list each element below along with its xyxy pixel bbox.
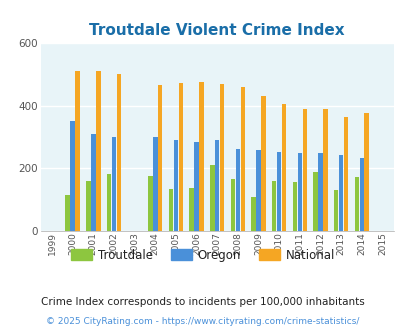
Bar	[173, 140, 178, 231]
Legend: Troutdale, Oregon, National: Troutdale, Oregon, National	[66, 244, 339, 266]
Bar	[338, 155, 343, 231]
Bar	[158, 85, 162, 231]
Bar	[168, 189, 173, 231]
Bar	[333, 190, 338, 231]
Bar	[359, 158, 363, 231]
Bar	[107, 174, 111, 231]
Title: Troutdale Violent Crime Index: Troutdale Violent Crime Index	[89, 22, 344, 38]
Bar	[209, 165, 214, 231]
Bar	[86, 181, 90, 231]
Bar	[75, 71, 80, 231]
Bar	[271, 181, 276, 231]
Bar	[260, 96, 265, 231]
Bar	[302, 109, 306, 231]
Bar	[65, 195, 70, 231]
Bar	[313, 172, 317, 231]
Bar	[235, 149, 239, 231]
Bar	[70, 121, 75, 231]
Bar	[96, 71, 100, 231]
Bar	[153, 137, 157, 231]
Bar	[199, 82, 203, 231]
Bar	[292, 182, 296, 231]
Bar	[364, 114, 368, 231]
Bar	[322, 109, 327, 231]
Bar	[297, 153, 301, 231]
Bar	[111, 137, 116, 231]
Bar	[214, 140, 219, 231]
Text: © 2025 CityRating.com - https://www.cityrating.com/crime-statistics/: © 2025 CityRating.com - https://www.city…	[46, 317, 359, 326]
Bar	[318, 153, 322, 231]
Bar	[194, 142, 198, 231]
Bar	[251, 197, 255, 231]
Bar	[354, 177, 358, 231]
Bar	[91, 134, 95, 231]
Bar	[220, 84, 224, 231]
Bar	[276, 152, 281, 231]
Bar	[240, 87, 245, 231]
Bar	[230, 179, 234, 231]
Text: Crime Index corresponds to incidents per 100,000 inhabitants: Crime Index corresponds to incidents per…	[41, 297, 364, 307]
Bar	[178, 83, 183, 231]
Bar	[116, 74, 121, 231]
Bar	[256, 150, 260, 231]
Bar	[343, 116, 347, 231]
Bar	[148, 176, 152, 231]
Bar	[189, 188, 194, 231]
Bar	[281, 104, 286, 231]
